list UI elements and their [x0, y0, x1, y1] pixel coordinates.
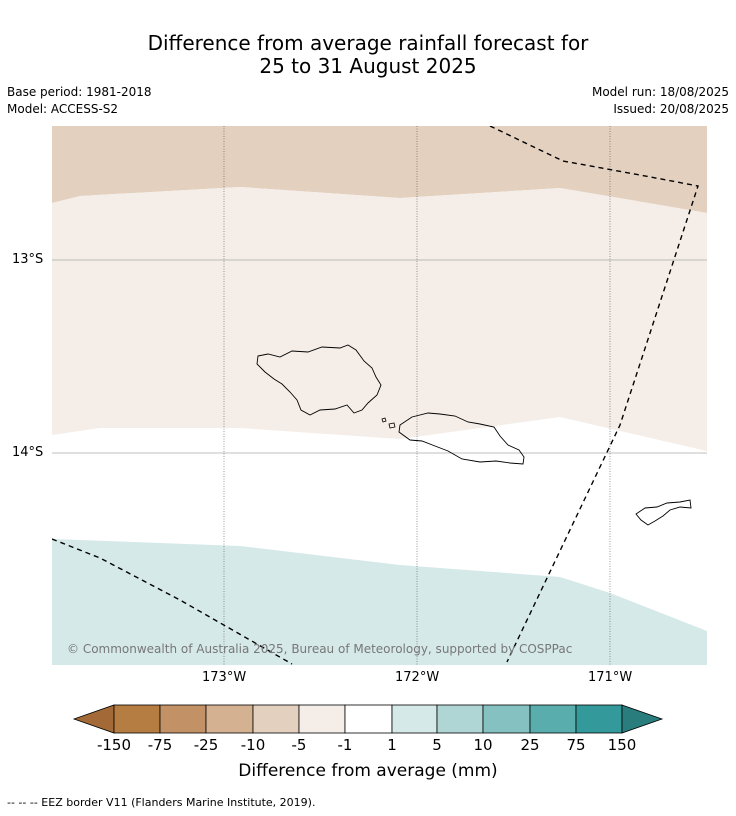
colorbar-extend-low: [72, 704, 115, 734]
colorbar-extend-high: [621, 704, 664, 734]
lat-label-14s: 14°S: [12, 445, 44, 460]
base-period-text: Base period: 1981-2018: [7, 85, 152, 99]
colorbar-swatch-7: [391, 704, 438, 734]
colorbar-tick: 1: [387, 736, 397, 754]
colorbar-swatch-11: [575, 704, 623, 734]
band-neg5-neg1: [52, 187, 707, 451]
colorbar-tick: 150: [607, 736, 637, 754]
colorbar-swatch-10: [529, 704, 577, 734]
copyright-text: © Commonwealth of Australia 2025, Bureau…: [67, 642, 572, 656]
tutuila-island: [635, 499, 692, 526]
chart-title-line2: 25 to 31 August 2025: [259, 54, 477, 78]
colorbar-swatch-8: [436, 704, 484, 734]
colorbar-tick: -25: [193, 736, 219, 754]
colorbar-swatch-6: [344, 704, 393, 734]
model-text: Model: ACCESS-S2: [7, 102, 119, 116]
upolu-island: [398, 412, 525, 465]
lon-label-173w: 173°W: [202, 670, 247, 685]
model-run-text: Model run: 18/08/2025: [591, 85, 729, 99]
issued-text: Issued: 20/08/2025: [613, 102, 729, 116]
colorbar-tick: -150: [96, 736, 132, 754]
colorbar: [72, 704, 664, 734]
meta-left: Base period: 1981-2018 Model: ACCESS-S2: [7, 84, 152, 118]
colorbar-tick: -1: [337, 736, 353, 754]
savaii-island: [256, 344, 382, 416]
band-neg10-neg5: [52, 126, 707, 213]
colorbar-swatch-9: [482, 704, 531, 734]
colorbar-swatch-5: [298, 704, 346, 734]
colorbar-tick: 5: [432, 736, 442, 754]
manono-islet: [381, 417, 387, 423]
lon-label-172w: 172°W: [395, 670, 440, 685]
colorbar-tick: 10: [473, 736, 493, 754]
colorbar-tick: 75: [566, 736, 586, 754]
apolima-islet: [388, 422, 396, 429]
colorbar-swatch-1: [113, 704, 161, 734]
colorbar-swatch-3: [205, 704, 254, 734]
colorbar-swatch-4: [252, 704, 300, 734]
colorbar-swatch-2: [159, 704, 207, 734]
colorbar-title: Difference from average (mm): [238, 761, 498, 781]
footer-note: -- -- -- EEZ border V11 (Flanders Marine…: [7, 796, 316, 809]
map-area: © Commonwealth of Australia 2025, Bureau…: [52, 126, 707, 665]
colorbar-tick: -5: [291, 736, 307, 754]
lon-label-171w: 171°W: [588, 670, 633, 685]
eez-border-north: [489, 126, 699, 663]
band-pos1-pos5: [52, 539, 707, 665]
chart-title-line1: Difference from average rainfall forecas…: [147, 31, 589, 55]
meta-right: Model run: 18/08/2025 Issued: 20/08/2025: [592, 84, 729, 118]
colorbar-tick: -75: [147, 736, 173, 754]
colorbar-tick: -10: [240, 736, 266, 754]
colorbar-tick: 25: [520, 736, 540, 754]
lat-label-13s: 13°S: [12, 252, 44, 267]
